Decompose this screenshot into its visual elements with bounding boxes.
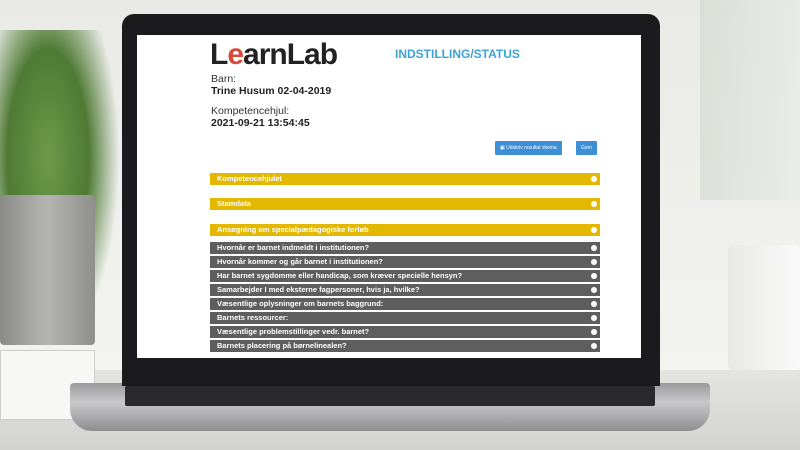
expand-icon <box>591 273 597 279</box>
question-row[interactable]: Samarbejder I med eksterne fagpersoner, … <box>210 284 600 296</box>
question-row[interactable]: Har barnet sygdomme eller handicap, som … <box>210 270 600 282</box>
section-kompetencehjulet[interactable]: Kompetencehjulet <box>210 173 600 185</box>
question-row[interactable]: Barnets ressourcer: <box>210 312 600 324</box>
expand-icon <box>591 201 597 207</box>
learnlab-logo: LearnLab <box>210 38 338 71</box>
question-row[interactable]: Væsentlige oplysninger om barnets baggru… <box>210 298 600 310</box>
section-ansoegning[interactable]: Ansøgning om specialpædagogiske forløb <box>210 224 600 236</box>
expand-icon <box>591 301 597 307</box>
section-stamdata[interactable]: Stamdata <box>210 198 600 210</box>
keyboard <box>125 386 655 406</box>
expand-icon <box>591 259 597 265</box>
wheel-label: Kompetencehjul: <box>211 105 290 117</box>
save-button[interactable]: Gem <box>576 141 597 155</box>
question-row[interactable]: Væsentlige problemstillinger vedr. barne… <box>210 326 600 338</box>
expand-icon <box>591 176 597 182</box>
question-row[interactable]: Hvornår er barnet indmeldt i institution… <box>210 242 600 254</box>
background-jar <box>700 0 800 200</box>
expand-icon <box>591 315 597 321</box>
expand-icon <box>591 329 597 335</box>
question-row[interactable]: Hvornår kommer og går barnet i instituti… <box>210 256 600 268</box>
expand-icon <box>591 245 597 251</box>
plant-pot <box>0 195 95 345</box>
child-label: Barn: <box>211 73 237 85</box>
question-row[interactable]: Barnets placering på børnelinealen? <box>210 340 600 352</box>
laptop-screen: LearnLab INDSTILLING/STATUS Barn: Trine … <box>137 35 641 358</box>
printer-icon: ▣ <box>500 145 507 151</box>
expand-icon <box>591 227 597 233</box>
expand-icon <box>591 287 597 293</box>
print-button[interactable]: ▣ Udskriv resultat skema <box>495 141 562 155</box>
expand-icon <box>591 343 597 349</box>
wheel-value: 2021-09-21 13:54:45 <box>211 117 310 129</box>
child-value: Trine Husum 02-04-2019 <box>211 85 332 97</box>
page-title: INDSTILLING/STATUS <box>395 47 520 61</box>
mug <box>728 245 800 370</box>
